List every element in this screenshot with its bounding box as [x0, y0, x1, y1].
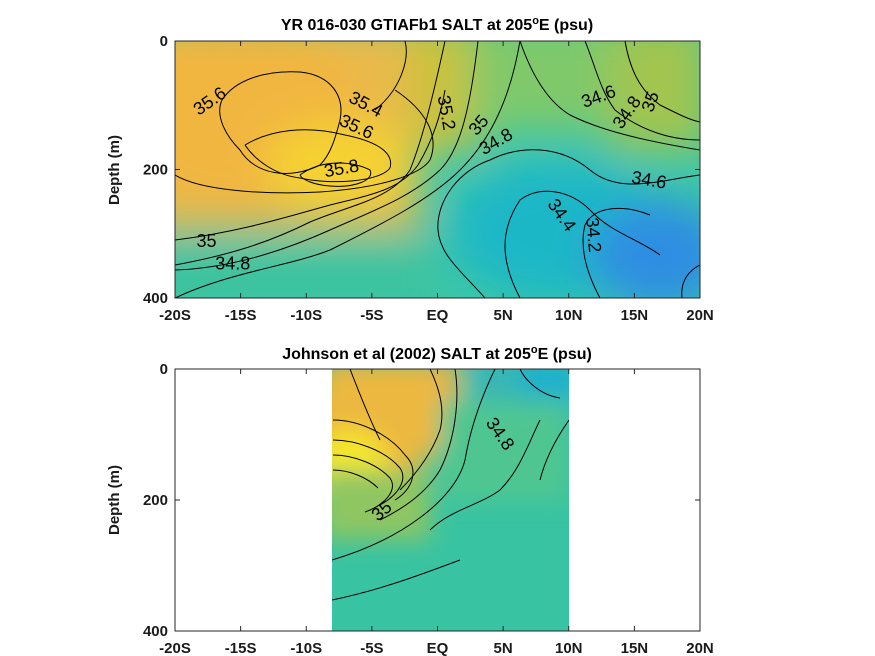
top-chart-panel: YR 016-030 GTIAFb1 SALT at 205oE (psu): [106, 15, 714, 324]
top-contour-label: 34.2: [582, 217, 605, 254]
top-x-tick-label: -20S: [159, 307, 191, 324]
bottom-x-tick-label: 5N: [494, 640, 513, 656]
top-contours: [175, 41, 700, 298]
top-y-tick-label: 400: [143, 290, 168, 307]
bottom-y-axis-label: Depth (m): [106, 465, 123, 535]
top-x-tick-label: 20N: [686, 307, 714, 324]
bottom-x-tick-label: EQ: [427, 640, 449, 656]
top-x-tick-label: -5S: [360, 307, 383, 324]
bottom-x-tick-label: 10N: [555, 640, 583, 656]
top-x-tick-label: -10S: [290, 307, 322, 324]
top-x-tick-label: 15N: [621, 307, 649, 324]
top-salinity-field: [175, 41, 700, 298]
top-y-axis: 0 200 400: [143, 33, 700, 307]
top-x-axis: -20S -15S -10S -5S EQ 5N 10N 15N 20N: [159, 41, 714, 324]
bottom-chart-title: Johnson et al (2002) SALT at 205oE (psu): [282, 344, 592, 363]
bottom-y-tick-label: 200: [143, 492, 168, 509]
bottom-x-tick-label: -10S: [290, 640, 322, 656]
top-x-tick-label: -15S: [225, 307, 257, 324]
bottom-salinity-field: [332, 369, 569, 631]
top-y-tick-label: 0: [160, 33, 168, 50]
top-x-tick-label: EQ: [427, 307, 449, 324]
top-contour-label: 35: [196, 231, 216, 251]
bottom-contours: [332, 369, 569, 601]
bottom-y-tick-label: 400: [143, 623, 168, 640]
bottom-x-tick-label: 15N: [621, 640, 649, 656]
bottom-y-tick-label: 0: [160, 361, 168, 378]
bottom-x-tick-label: -15S: [225, 640, 257, 656]
bottom-x-tick-label: -20S: [159, 640, 191, 656]
top-x-tick-label: 10N: [555, 307, 583, 324]
bottom-y-axis: 0 200 400: [143, 361, 700, 640]
bottom-x-tick-label: 20N: [686, 640, 714, 656]
bottom-x-axis: -20S -15S -10S -5S EQ 5N 10N 15N 20N: [159, 369, 714, 656]
top-y-axis-label: Depth (m): [106, 135, 123, 205]
bottom-chart-panel: Johnson et al (2002) SALT at 205oE (psu): [106, 344, 714, 656]
bottom-x-tick-label: -5S: [360, 640, 383, 656]
top-contour-label: 34.8: [215, 253, 250, 273]
top-y-tick-label: 200: [143, 162, 168, 179]
top-chart-title: YR 016-030 GTIAFb1 SALT at 205oE (psu): [281, 15, 593, 34]
top-x-tick-label: 5N: [494, 307, 513, 324]
